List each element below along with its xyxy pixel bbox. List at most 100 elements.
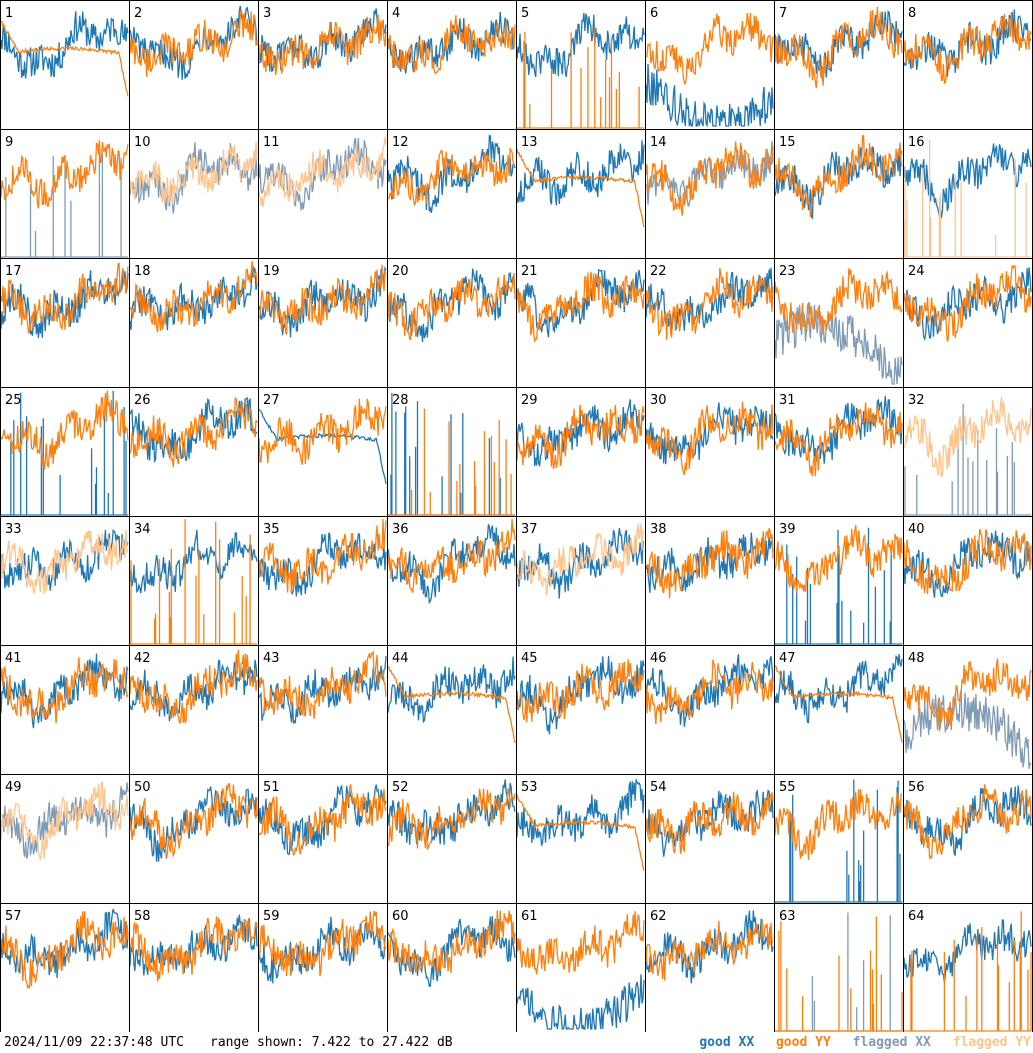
panel-31-label: 31	[779, 393, 796, 408]
panel-26: 26	[129, 387, 259, 517]
panel-49-label: 49	[5, 780, 22, 795]
panel-22-label: 22	[650, 264, 667, 279]
panel-8: 8	[903, 0, 1033, 130]
panel-44: 44	[387, 645, 517, 775]
panel-23-label: 23	[779, 264, 796, 279]
panel-64-xx-line	[903, 919, 1032, 983]
panel-6-label: 6	[650, 6, 658, 21]
panel-36-yy-line	[387, 518, 516, 593]
panel-19: 19	[258, 258, 388, 388]
panel-48-label: 48	[908, 651, 925, 666]
panel-49-yy-line	[0, 782, 129, 860]
panel-48-yy-line	[903, 658, 1032, 732]
panel-51-label: 51	[263, 780, 280, 795]
panel-20-yy-line	[387, 273, 516, 341]
panel-62: 62	[645, 903, 775, 1032]
panel-5-xx-line	[516, 12, 645, 78]
panel-34-yy-line	[130, 519, 257, 645]
panel-19-label: 19	[263, 264, 280, 279]
panel-64: 64	[903, 903, 1033, 1032]
panel-21-yy-line	[516, 271, 645, 344]
panel-27: 27	[258, 387, 388, 517]
panel-34-xx-line	[129, 529, 258, 594]
panel-3-yy-line	[258, 14, 387, 76]
panel-53-xx-line	[516, 779, 645, 846]
panel-63-xx-line	[775, 912, 902, 1032]
panel-59: 59	[258, 903, 388, 1032]
panel-54-label: 54	[650, 780, 667, 795]
panel-14-label: 14	[650, 135, 667, 150]
panel-18-label: 18	[134, 264, 151, 279]
panel-40: 40	[903, 516, 1033, 646]
panel-39-yy-line	[774, 525, 903, 594]
panel-35-label: 35	[263, 522, 280, 537]
panel-18-yy-line	[129, 260, 258, 333]
panel-31-yy-line	[774, 402, 903, 477]
panel-2: 2	[129, 0, 259, 130]
panel-62-yy-line	[645, 919, 774, 981]
panel-32-yy-line	[903, 397, 1032, 478]
panel-62-xx-line	[645, 910, 774, 984]
panel-55: 55	[774, 774, 904, 904]
panel-7: 7	[774, 0, 904, 130]
panel-47-label: 47	[779, 651, 796, 666]
panel-53-label: 53	[521, 780, 538, 795]
panel-27-xx-line	[258, 409, 387, 484]
panel-41-label: 41	[5, 651, 22, 666]
panel-63-label: 63	[779, 909, 796, 924]
panel-25-yy-line	[0, 390, 129, 470]
panel-1-label: 1	[5, 6, 13, 21]
panel-15-label: 15	[779, 135, 796, 150]
panel-23-yy-line	[774, 268, 903, 335]
panel-15-yy-line	[774, 135, 903, 218]
panel-14: 14	[645, 129, 775, 259]
panel-41-yy-line	[0, 657, 129, 724]
panel-30: 30	[645, 387, 775, 517]
panel-46: 46	[645, 645, 775, 775]
panel-9: 9	[0, 129, 130, 259]
panel-9-label: 9	[5, 135, 13, 150]
panel-32-label: 32	[908, 393, 925, 408]
panel-1-xx-line	[0, 11, 129, 79]
panel-51-yy-line	[258, 784, 387, 857]
panel-10: 10	[129, 129, 259, 259]
panel-40-yy-line	[903, 528, 1032, 594]
panel-54: 54	[645, 774, 775, 904]
panel-1: 1	[0, 0, 130, 130]
panel-26-label: 26	[134, 393, 151, 408]
legend: good XX good YY flagged XX flagged YY	[685, 1035, 1031, 1050]
panel-24-label: 24	[908, 264, 925, 279]
panel-5-yy-line	[517, 26, 644, 129]
panel-50-label: 50	[134, 780, 151, 795]
panel-6: 6	[645, 0, 775, 130]
panel-36-label: 36	[392, 522, 409, 537]
panel-55-xx-line	[775, 779, 902, 903]
panel-52-label: 52	[392, 780, 409, 795]
panel-60: 60	[387, 903, 517, 1032]
panel-3-label: 3	[263, 6, 271, 21]
panel-46-yy-line	[645, 659, 774, 725]
panel-57-label: 57	[5, 909, 22, 924]
panel-61-yy-line	[516, 911, 645, 975]
panel-4-label: 4	[392, 6, 400, 21]
panel-52: 52	[387, 774, 517, 904]
panel-3: 3	[258, 0, 388, 130]
panel-12-label: 12	[392, 135, 409, 150]
panel-6-xx-line	[645, 63, 774, 128]
legend-good-xx: good XX	[699, 1035, 755, 1050]
panel-40-label: 40	[908, 522, 925, 537]
panel-19-yy-line	[258, 264, 387, 336]
panel-24: 24	[903, 258, 1033, 388]
panel-2-yy-line	[129, 8, 258, 77]
panel-11-yy-line	[258, 136, 387, 208]
panel-38-yy-line	[645, 528, 774, 599]
panel-5-label: 5	[521, 6, 529, 21]
panel-25-label: 25	[5, 393, 22, 408]
panel-37-yy-line	[516, 523, 645, 596]
panel-29: 29	[516, 387, 646, 517]
panel-7-xx-line	[774, 10, 903, 84]
panel-28-label: 28	[392, 393, 409, 408]
panel-22-yy-line	[645, 267, 774, 340]
panel-42-label: 42	[134, 651, 151, 666]
